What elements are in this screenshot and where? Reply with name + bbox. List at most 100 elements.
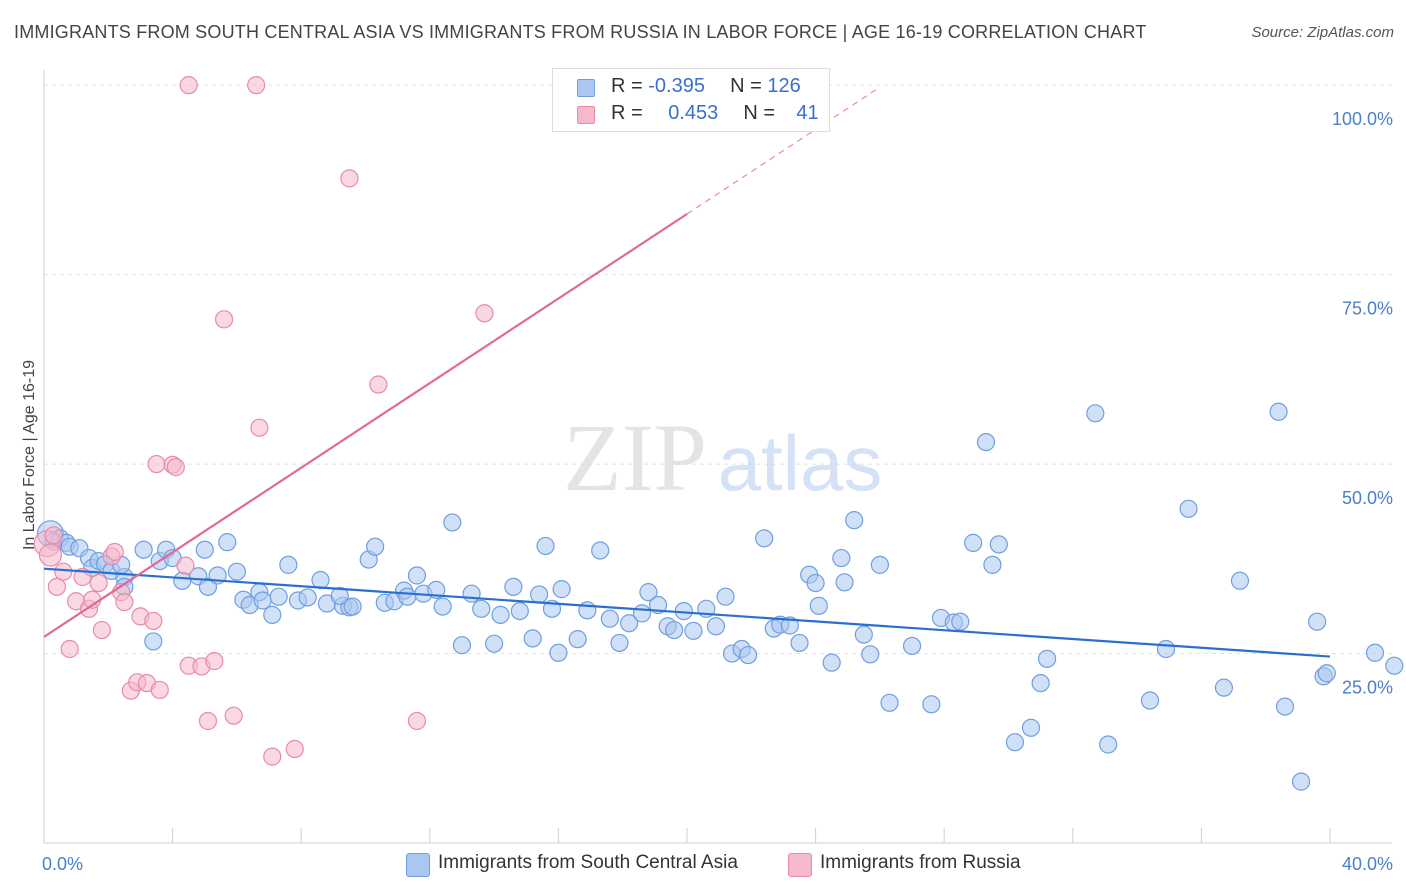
pink-point [340, 169, 359, 188]
blue-point [1156, 639, 1176, 659]
blue-point [861, 645, 880, 664]
blue-swatch [577, 79, 595, 97]
y-tick-label: 25.0% [1342, 678, 1393, 698]
blue-point [632, 604, 652, 623]
blue-point [1140, 691, 1160, 710]
pink-point [179, 76, 198, 95]
blue-point [227, 562, 246, 581]
blue-point [1230, 571, 1250, 590]
pink-point [144, 611, 163, 631]
blue-point [279, 555, 298, 574]
blue-point [452, 636, 472, 655]
blue-point [665, 620, 684, 640]
blue-point [620, 614, 639, 633]
blue-point [1385, 656, 1404, 675]
pink-point [89, 573, 108, 593]
series-legend: Immigrants from South Central Asia Immig… [0, 852, 1406, 878]
blue-point [504, 577, 523, 596]
blue-point [738, 645, 758, 665]
pink-point [166, 458, 185, 477]
blue-point [433, 597, 452, 616]
blue-point [330, 586, 349, 606]
blue-point [549, 643, 568, 662]
blue-point [173, 571, 192, 590]
blue-point [790, 633, 809, 653]
blue-point [298, 588, 317, 607]
x-tick-label-max: 40.0% [1342, 854, 1393, 874]
x-tick-label-min: 0.0% [42, 854, 83, 874]
pink-swatch [788, 853, 812, 877]
pink-point [38, 543, 63, 567]
blue-point [1086, 404, 1105, 423]
blue-point [1269, 402, 1288, 421]
blue-point [1291, 772, 1311, 791]
blue-point [1214, 678, 1234, 697]
r-value: 0.453 [668, 102, 719, 124]
pink-point [198, 711, 218, 731]
blue-point [983, 555, 1002, 574]
source-label: Source: ZipAtlas.com [1251, 24, 1394, 41]
legend-label: Immigrants from South Central Asia [438, 852, 738, 873]
blue-point [684, 621, 703, 640]
blue-point [922, 695, 941, 714]
legend-label: Immigrants from Russia [820, 852, 1021, 873]
blue-point [462, 584, 481, 603]
pink-point [105, 542, 124, 562]
blue-point [1365, 643, 1385, 662]
blue-point [809, 596, 828, 615]
blue-point [1317, 664, 1336, 683]
pink-point [73, 567, 92, 587]
blue-point [610, 633, 629, 653]
pink-point [150, 680, 169, 700]
blue-point [1099, 735, 1118, 754]
pink-point [285, 739, 304, 759]
blue-point [822, 653, 841, 672]
chart-title: IMMIGRANTS FROM SOUTH CENTRAL ASIA VS IM… [14, 22, 1147, 42]
pink-point [224, 706, 243, 725]
watermark-zip: ZIP [563, 404, 707, 511]
blue-point [523, 629, 542, 648]
blue-point [1179, 499, 1198, 518]
pink-point [263, 747, 282, 766]
y-tick-label: 75.0% [1342, 299, 1393, 319]
blue-point [218, 533, 237, 552]
pink-point [247, 76, 266, 95]
blue-point [964, 533, 983, 552]
blue-point [989, 535, 1008, 554]
pink-point [369, 375, 388, 394]
blue-point [568, 630, 587, 649]
x-tick-labels: 0.0% 40.0% [42, 854, 1393, 874]
blue-point [530, 585, 549, 604]
blue-point [755, 529, 774, 548]
blue-point [951, 612, 970, 631]
pink-point [250, 418, 269, 437]
pink-point [214, 310, 234, 329]
blue-point [639, 583, 658, 602]
blue-point [552, 580, 571, 599]
blue-point [706, 617, 726, 636]
blue-point [806, 573, 825, 593]
n-label: N = [730, 75, 762, 97]
trend-lines [43, 86, 1331, 658]
y-tick-labels: 25.0% 50.0% 75.0% 100.0% [1332, 109, 1393, 697]
pink-swatch [577, 106, 595, 124]
axes [43, 70, 1392, 844]
y-tick-label: 50.0% [1342, 488, 1393, 508]
blue-point [600, 609, 619, 628]
blue-point [835, 573, 854, 592]
pink-point [54, 562, 73, 581]
blue-point [1021, 718, 1041, 737]
blue-point [269, 587, 288, 606]
blue-point [472, 599, 491, 618]
blue-point [263, 605, 282, 624]
stats-legend: R = -0.395 N = 126 R = 0.453 N = 41 [552, 68, 830, 132]
blue-point [134, 540, 153, 559]
blue-point [195, 540, 214, 559]
blue-point [1275, 697, 1295, 716]
blue-point [976, 433, 996, 452]
blue-point [716, 587, 735, 606]
series-russia [33, 76, 645, 766]
blue-point [780, 616, 799, 635]
blue-point [510, 601, 529, 621]
